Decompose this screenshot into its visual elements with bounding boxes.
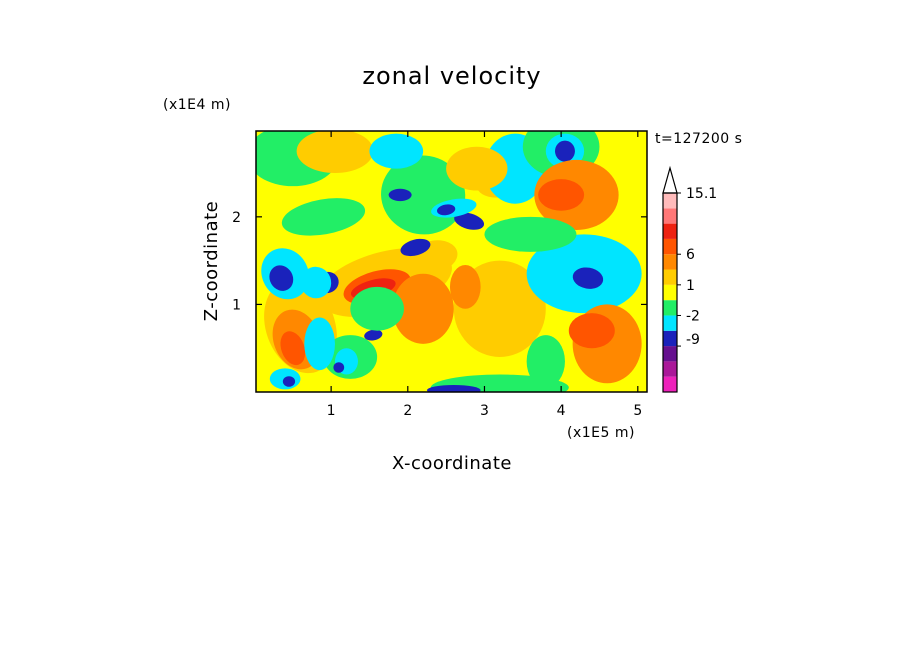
- plot-area: 1 2 3 4 5 1 2: [232, 130, 648, 419]
- field-contour: [437, 204, 456, 216]
- field-contour: [484, 216, 577, 252]
- field-contour: [446, 146, 508, 191]
- field-contour: [369, 133, 424, 169]
- field-contour: [392, 273, 454, 344]
- colorbar-segment: [663, 284, 677, 301]
- field-contour: [350, 286, 404, 331]
- field-contour: [555, 140, 575, 162]
- colorbar-label: 6: [686, 247, 695, 263]
- colorbar-segment: [663, 376, 677, 392]
- field-contour: [281, 198, 366, 236]
- field-contour: [388, 188, 412, 202]
- colorbar-segment: [663, 193, 677, 209]
- colorbar-label: 1: [686, 278, 695, 294]
- field-contour: [449, 265, 481, 309]
- colorbar-segment: [663, 254, 677, 270]
- colorbar-segment: [663, 223, 677, 239]
- x-scale-label: (x1E5 m): [567, 425, 635, 441]
- chart-title: zonal velocity: [362, 62, 541, 90]
- field-contour: [300, 266, 332, 299]
- field-contour: [454, 212, 485, 230]
- field-contour: [538, 179, 585, 211]
- colorbar-label: 15.1: [686, 186, 717, 202]
- colorbar-label: -2: [686, 308, 700, 324]
- colorbar-segment: [663, 208, 677, 224]
- x-tick-label: 1: [327, 403, 336, 419]
- x-tick-label: 4: [557, 403, 566, 419]
- y-scale-label: (x1E4 m): [163, 97, 231, 113]
- colorbar-segment: [663, 315, 677, 331]
- field-contour: [304, 317, 335, 371]
- field-contour: [364, 329, 383, 341]
- colorbar-segment: [663, 346, 677, 362]
- colorbar: -9 -2 1 6 15.1: [662, 165, 717, 393]
- field-contour: [568, 313, 615, 349]
- x-tick-label: 3: [480, 403, 489, 419]
- field-contour: [426, 384, 481, 392]
- colorbar-segment: [663, 361, 677, 377]
- colorbar-frame: [662, 192, 678, 393]
- colorbar-segment: [663, 330, 677, 347]
- x-tick-label: 5: [633, 403, 642, 419]
- field-contour: [333, 362, 345, 373]
- field-contour: [282, 376, 296, 387]
- colorbar-extension-triangle: [662, 165, 678, 194]
- colorbar-segment: [663, 238, 677, 255]
- colorbar-label: -9: [686, 332, 700, 348]
- y-tick-label: 2: [232, 210, 241, 226]
- field-contour: [280, 331, 306, 366]
- field-contour: [269, 265, 294, 291]
- colorbar-segment: [663, 300, 677, 316]
- colorbar-segment: [663, 269, 677, 285]
- x-axis-label: X-coordinate: [392, 453, 512, 474]
- field-contour: [400, 238, 431, 257]
- y-axis-label: Z-coordinate: [201, 201, 222, 322]
- plot-frame: [255, 130, 648, 393]
- field-contour: [572, 267, 604, 289]
- field-contour: [296, 131, 374, 174]
- x-tick-label: 2: [403, 403, 412, 419]
- y-tick-label: 1: [232, 297, 241, 313]
- field-contour: [526, 335, 565, 388]
- time-label: t=127200 s: [655, 131, 742, 147]
